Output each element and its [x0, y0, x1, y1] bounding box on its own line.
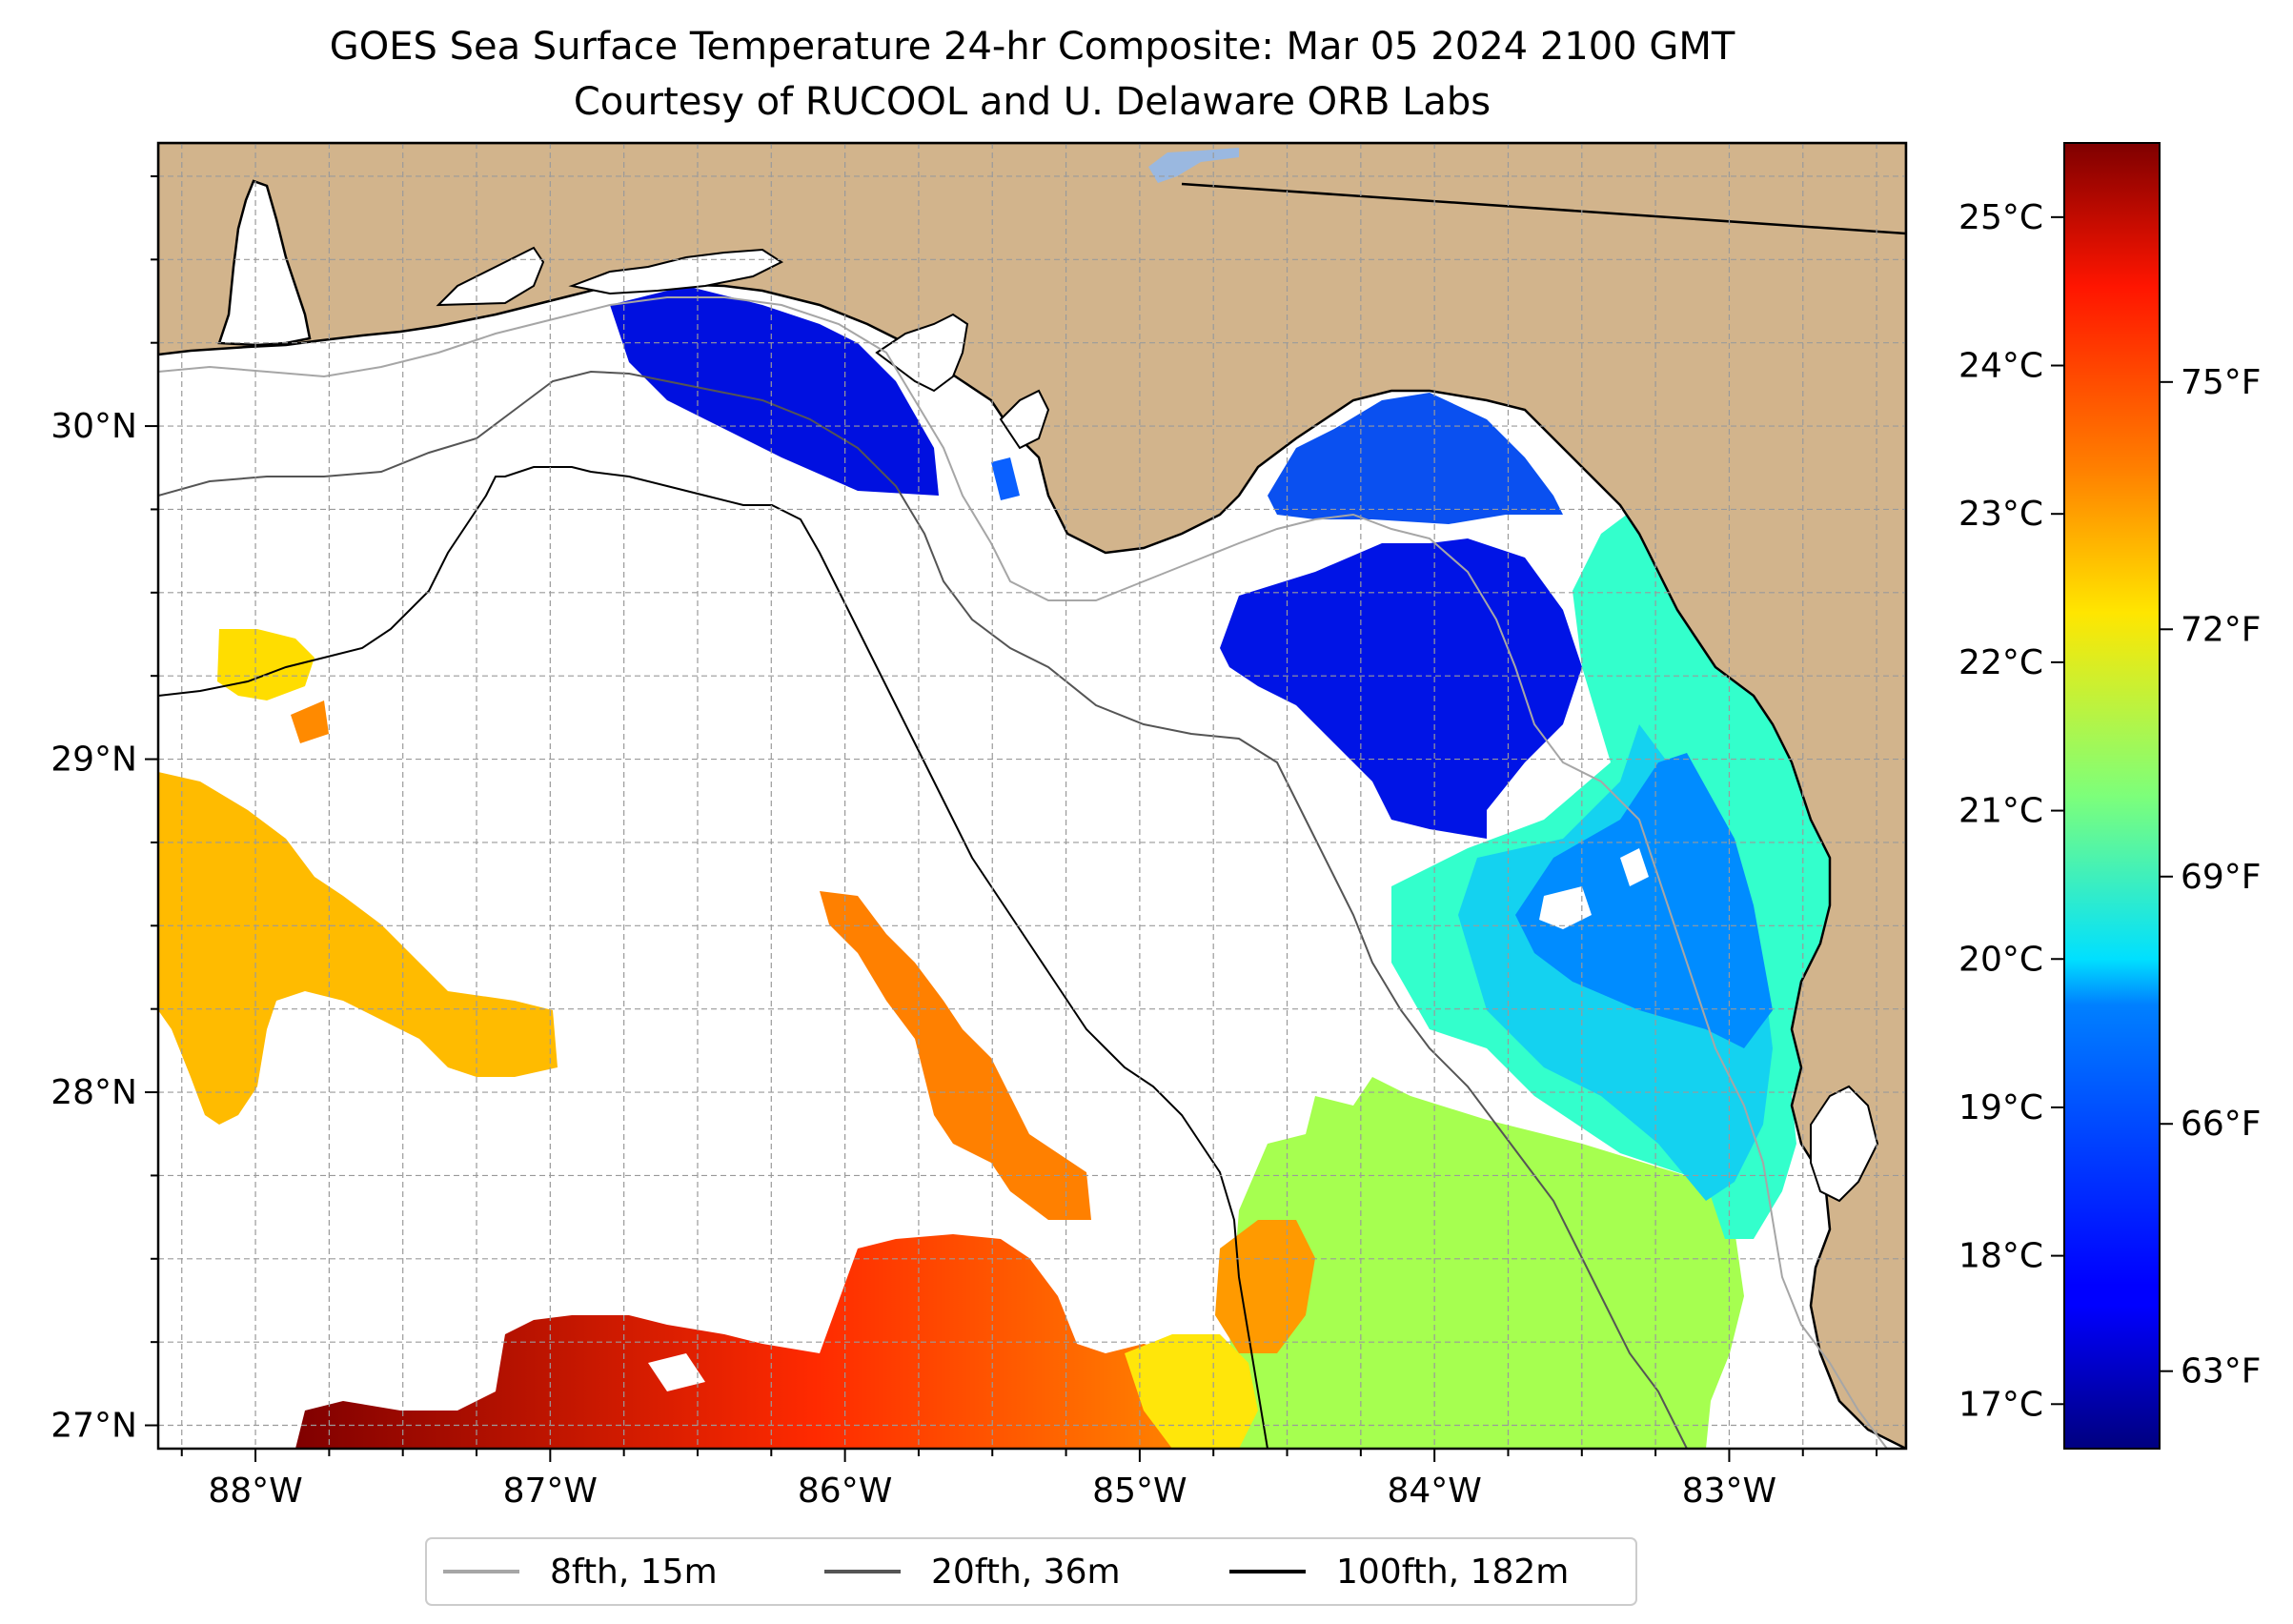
lat-tick-label: 30°N — [51, 407, 137, 446]
colorbar-gradient — [2063, 142, 2161, 1450]
panhandle-bay-3 — [875, 313, 969, 393]
tampa-bay — [1810, 1085, 1879, 1203]
panhandle-bay-1 — [436, 246, 545, 307]
celsius-tick-label: 25°C — [1958, 198, 2043, 237]
state-boundary — [1181, 182, 1906, 235]
sst-patch-east-green — [1229, 1077, 1744, 1449]
lat-tick-label: 28°N — [51, 1073, 137, 1112]
sst-patch-south-orange-mid — [1215, 1220, 1315, 1353]
sst-gap-2 — [1620, 848, 1649, 886]
legend-box — [425, 1537, 1637, 1606]
lon-tick-label: 83°W — [1682, 1472, 1776, 1511]
colorbar-fahrenheit-ticks: 63°F 66°F 69°F 72°F 75°F — [2160, 363, 2262, 1391]
panhandle-bay-2 — [568, 248, 784, 295]
sst-patch-south-red — [295, 1234, 1239, 1449]
lon-tick-label: 87°W — [503, 1472, 598, 1511]
latitude-axis: 27°N 28°N 29°N 30°N — [51, 174, 158, 1446]
colorbar: 17°C 18°C 19°C 20°C 21°C 22°C 23°C 24°C 25°C 63°… — [1958, 142, 2262, 1450]
sst-patch-west-orange — [158, 772, 558, 1125]
celsius-tick-label: 22°C — [1958, 643, 2043, 682]
lat-tick-label: 29°N — [51, 741, 137, 780]
isobath-20fth — [158, 370, 1688, 1449]
map-frame — [156, 141, 1908, 1451]
sst-patch-east-lightblue — [1515, 753, 1773, 1048]
colorbar-celsius-ticks: 17°C 18°C 19°C 20°C 21°C 22°C 23°C 24°C 25°C — [1958, 198, 2064, 1424]
isobath-layer — [158, 296, 1888, 1449]
title-line-2: Courtesy of RUCOOL and U. Delaware ORB L… — [574, 80, 1491, 124]
legend: 8fth, 15m 20fth, 36m 100fth, 182m — [425, 1537, 1637, 1606]
map-panel — [158, 143, 1906, 1449]
sst-gap-3 — [648, 1353, 705, 1391]
legend-label: 100fth, 182m — [1336, 1553, 1569, 1592]
panhandle-bay-4 — [999, 389, 1050, 450]
celsius-tick-label: 17°C — [1958, 1385, 2043, 1424]
legend-label: 8fth, 15m — [550, 1553, 718, 1592]
lon-tick-label: 85°W — [1092, 1472, 1187, 1511]
fahrenheit-tick-label: 72°F — [2181, 610, 2262, 649]
sst-patch-west-orange-small — [291, 700, 329, 743]
celsius-tick-label: 20°C — [1958, 940, 2043, 979]
celsius-tick-label: 19°C — [1958, 1088, 2043, 1127]
fahrenheit-tick-label: 75°F — [2181, 363, 2262, 402]
lon-tick-label: 86°W — [798, 1472, 892, 1511]
lat-tick-label: 27°N — [51, 1407, 137, 1446]
celsius-tick-label: 23°C — [1958, 495, 2043, 534]
celsius-tick-label: 24°C — [1958, 347, 2043, 386]
lake — [1148, 148, 1239, 183]
land-layer — [158, 143, 1906, 1449]
fahrenheit-tick-label: 63°F — [2181, 1352, 2262, 1391]
sst-gap-1 — [1539, 886, 1592, 929]
fahrenheit-tick-label: 66°F — [2181, 1105, 2262, 1144]
longitude-axis: 88°W 87°W 86°W 85°W 84°W 83°W — [180, 1449, 1878, 1511]
celsius-tick-label: 21°C — [1958, 792, 2043, 831]
sst-patch-panhandle-blue-east — [991, 457, 1020, 500]
sst-patch-east-blue — [1220, 538, 1582, 839]
mobile-bay — [217, 179, 312, 347]
isobath-8fth — [158, 296, 1888, 1449]
celsius-tick-label: 18°C — [1958, 1237, 2043, 1276]
title-line-1: GOES Sea Surface Temperature 24-hr Compo… — [330, 25, 1735, 69]
fahrenheit-tick-label: 69°F — [2181, 858, 2262, 897]
graticule — [158, 143, 1906, 1449]
sst-patch-panhandle-blue — [610, 286, 939, 496]
sst-patch-central-orange — [820, 891, 1091, 1220]
lon-tick-label: 84°W — [1387, 1472, 1481, 1511]
sst-patch-south-yellow — [1125, 1334, 1258, 1449]
lon-tick-label: 88°W — [208, 1472, 302, 1511]
legend-label: 20fth, 36m — [931, 1553, 1121, 1592]
isobath-100fth — [158, 466, 1268, 1449]
